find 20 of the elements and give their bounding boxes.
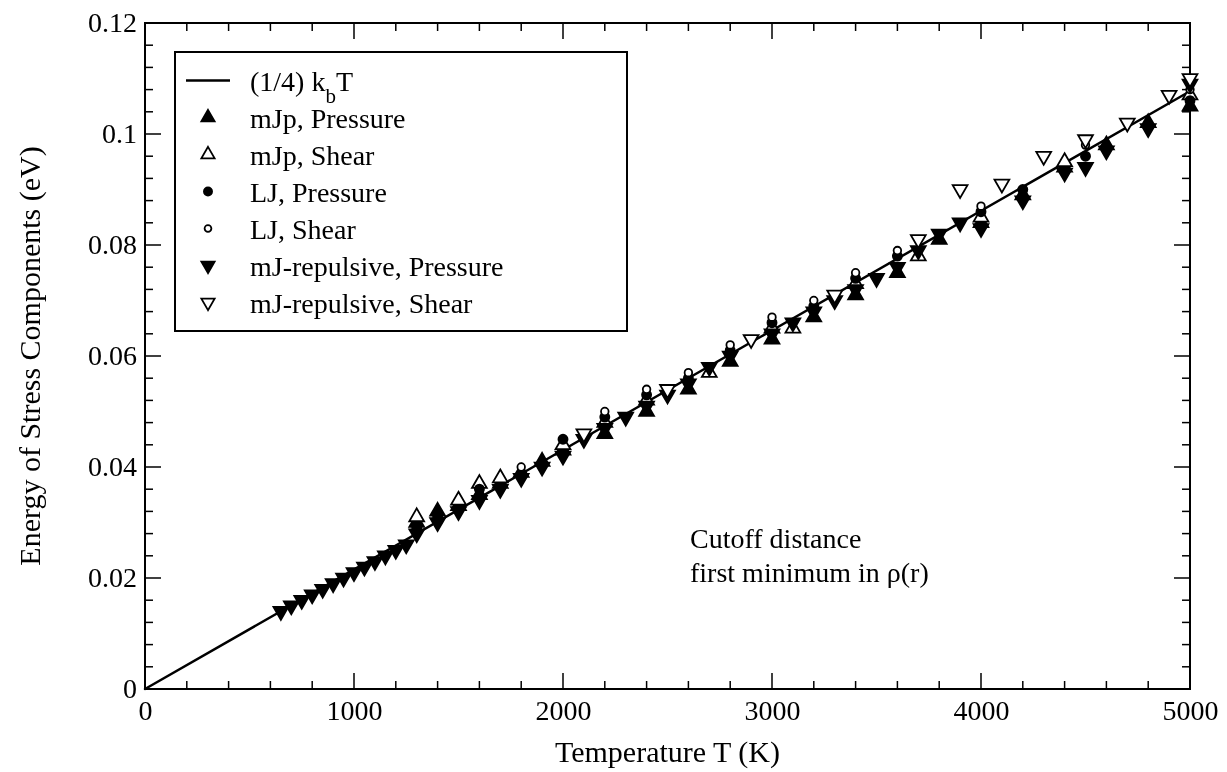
legend-label: mJ-repulsive, Pressure bbox=[250, 250, 504, 282]
x-tick-label: 3000 bbox=[744, 695, 801, 727]
y-tick-label: 0.02 bbox=[88, 562, 137, 594]
y-tick-label: 0 bbox=[123, 673, 137, 705]
x-tick-label: 2000 bbox=[535, 695, 592, 727]
legend-label: mJp, Shear bbox=[250, 139, 376, 171]
legend-label: mJ-repulsive, Shear bbox=[250, 287, 474, 319]
y-tick-label: 0.04 bbox=[88, 451, 137, 483]
legend-label: LJ, Pressure bbox=[250, 176, 387, 208]
y-tick-label: 0.12 bbox=[88, 7, 137, 39]
x-tick-label: 4000 bbox=[953, 695, 1010, 727]
y-tick-label: 0.06 bbox=[88, 340, 137, 372]
x-axis-title: Temperature T (K) bbox=[554, 735, 781, 769]
legend-label: LJ, Shear bbox=[250, 213, 357, 245]
y-tick-label: 0.1 bbox=[102, 118, 137, 150]
x-tick-label: 1000 bbox=[326, 695, 383, 727]
y-tick-label: 0.08 bbox=[88, 229, 137, 261]
y-axis-title: Energy of Stress Components (eV) bbox=[13, 146, 47, 566]
x-tick-label: 5000 bbox=[1162, 695, 1219, 727]
annotation: Cutoff distance first minimum in ρ(r) bbox=[690, 523, 929, 588]
